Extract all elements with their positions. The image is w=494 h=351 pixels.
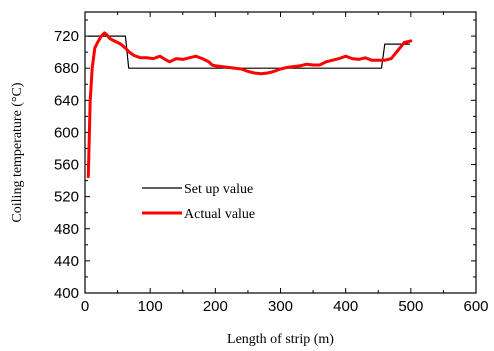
x-tick-label: 200 [203,298,228,315]
y-tick-label: 560 [54,157,79,174]
series-layer [86,31,413,179]
plot-frame [84,11,477,294]
x-tick-label: 600 [463,298,488,315]
y-tick-label: 480 [54,221,79,238]
x-tick-label: 500 [398,298,423,315]
legend-label-set-up-value: Set up value [184,182,253,197]
y-tick-label: 680 [54,60,79,77]
y-tick-label: 640 [54,92,79,109]
axes [84,11,477,294]
legend: Set up value Actual value [142,182,255,222]
y-tick-label: 720 [54,28,79,45]
series-line-actual-value [86,31,413,179]
y-tick-label: 440 [54,253,79,270]
x-tick-label: 0 [81,298,89,315]
y-tick-label: 400 [54,285,79,302]
y-tick-label: 600 [54,124,79,141]
series-line-set-up-value [87,35,411,69]
x-tick-label: 400 [333,298,358,315]
x-axis-ticks: 0 100 200 300 400 500 600 [81,12,489,315]
legend-label-actual-value: Actual value [184,207,255,222]
y-axis-title: Coiling temperature (°C) [10,82,25,222]
x-tick-label: 100 [138,298,163,315]
y-axis-ticks: 400 440 480 520 560 600 640 680 720 [54,19,476,302]
x-tick-label: 300 [268,298,293,315]
x-axis-title: Length of strip (m) [227,332,334,347]
y-tick-label: 520 [54,189,79,206]
